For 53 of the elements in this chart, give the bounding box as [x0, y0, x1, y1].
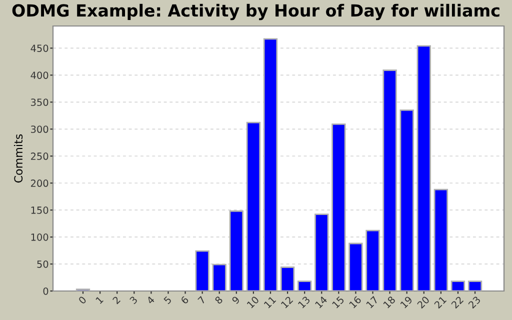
y-tick-label: 350 [31, 98, 48, 106]
bar [332, 124, 346, 291]
bar [297, 280, 312, 291]
x-tick-label: 23 [468, 296, 481, 309]
bar [382, 70, 397, 291]
x-tick-label: 12 [280, 296, 294, 308]
x-tick-label: 16 [348, 296, 362, 308]
x-tick-label: 17 [366, 296, 378, 308]
bar [263, 38, 278, 291]
x-tick-label: 9 [231, 296, 240, 304]
bar [468, 280, 482, 291]
bar [366, 230, 380, 291]
bar [246, 122, 261, 291]
y-tick-label: 150 [31, 206, 48, 214]
x-tick-label: 10 [246, 296, 260, 308]
x-tick-label: 11 [264, 296, 276, 308]
x-tick-label: 13 [298, 296, 310, 308]
x-tick-label: 4 [146, 296, 155, 304]
chart-title: ODMG Example: Activity by Hour of Day for williamc [12, 4, 500, 20]
y-tick-label: 50 [37, 260, 48, 268]
x-tick-label: 15 [332, 296, 344, 308]
bar [280, 266, 295, 291]
x-tick-label: 1 [95, 296, 104, 304]
bar [229, 210, 244, 291]
x-tick-label: 0 [78, 296, 87, 304]
bar [314, 214, 329, 291]
y-tick-label: 300 [31, 126, 48, 133]
bar [416, 45, 431, 291]
x-tick-label: 3 [129, 296, 138, 304]
bar [450, 280, 466, 291]
x-tick-label: 8 [214, 296, 224, 304]
x-tick-label: 20 [416, 296, 430, 309]
y-tick-label: 400 [30, 72, 48, 79]
bar [195, 250, 210, 291]
y-tick-label: 100 [31, 234, 48, 241]
bar [434, 188, 448, 291]
y-tick-label: 450 [30, 44, 48, 52]
y-axis-title: Commits [14, 134, 23, 183]
bar [400, 110, 414, 291]
y-tick-label: 0 [43, 287, 48, 295]
bar [212, 264, 226, 291]
x-tick-label: 5 [163, 296, 172, 304]
bar [348, 242, 363, 291]
x-tick-label: 2 [112, 296, 120, 304]
x-tick-label: 6 [180, 296, 190, 304]
x-tick-label: 19 [400, 296, 413, 308]
x-tick-label: 22 [450, 296, 464, 309]
x-tick-label: 18 [382, 296, 396, 308]
x-tick-label: 21 [434, 296, 447, 309]
x-tick-label: 7 [198, 296, 206, 304]
y-tick-label: 200 [30, 180, 48, 187]
x-tick-label: 14 [314, 296, 328, 308]
y-tick-label: 250 [30, 152, 48, 160]
